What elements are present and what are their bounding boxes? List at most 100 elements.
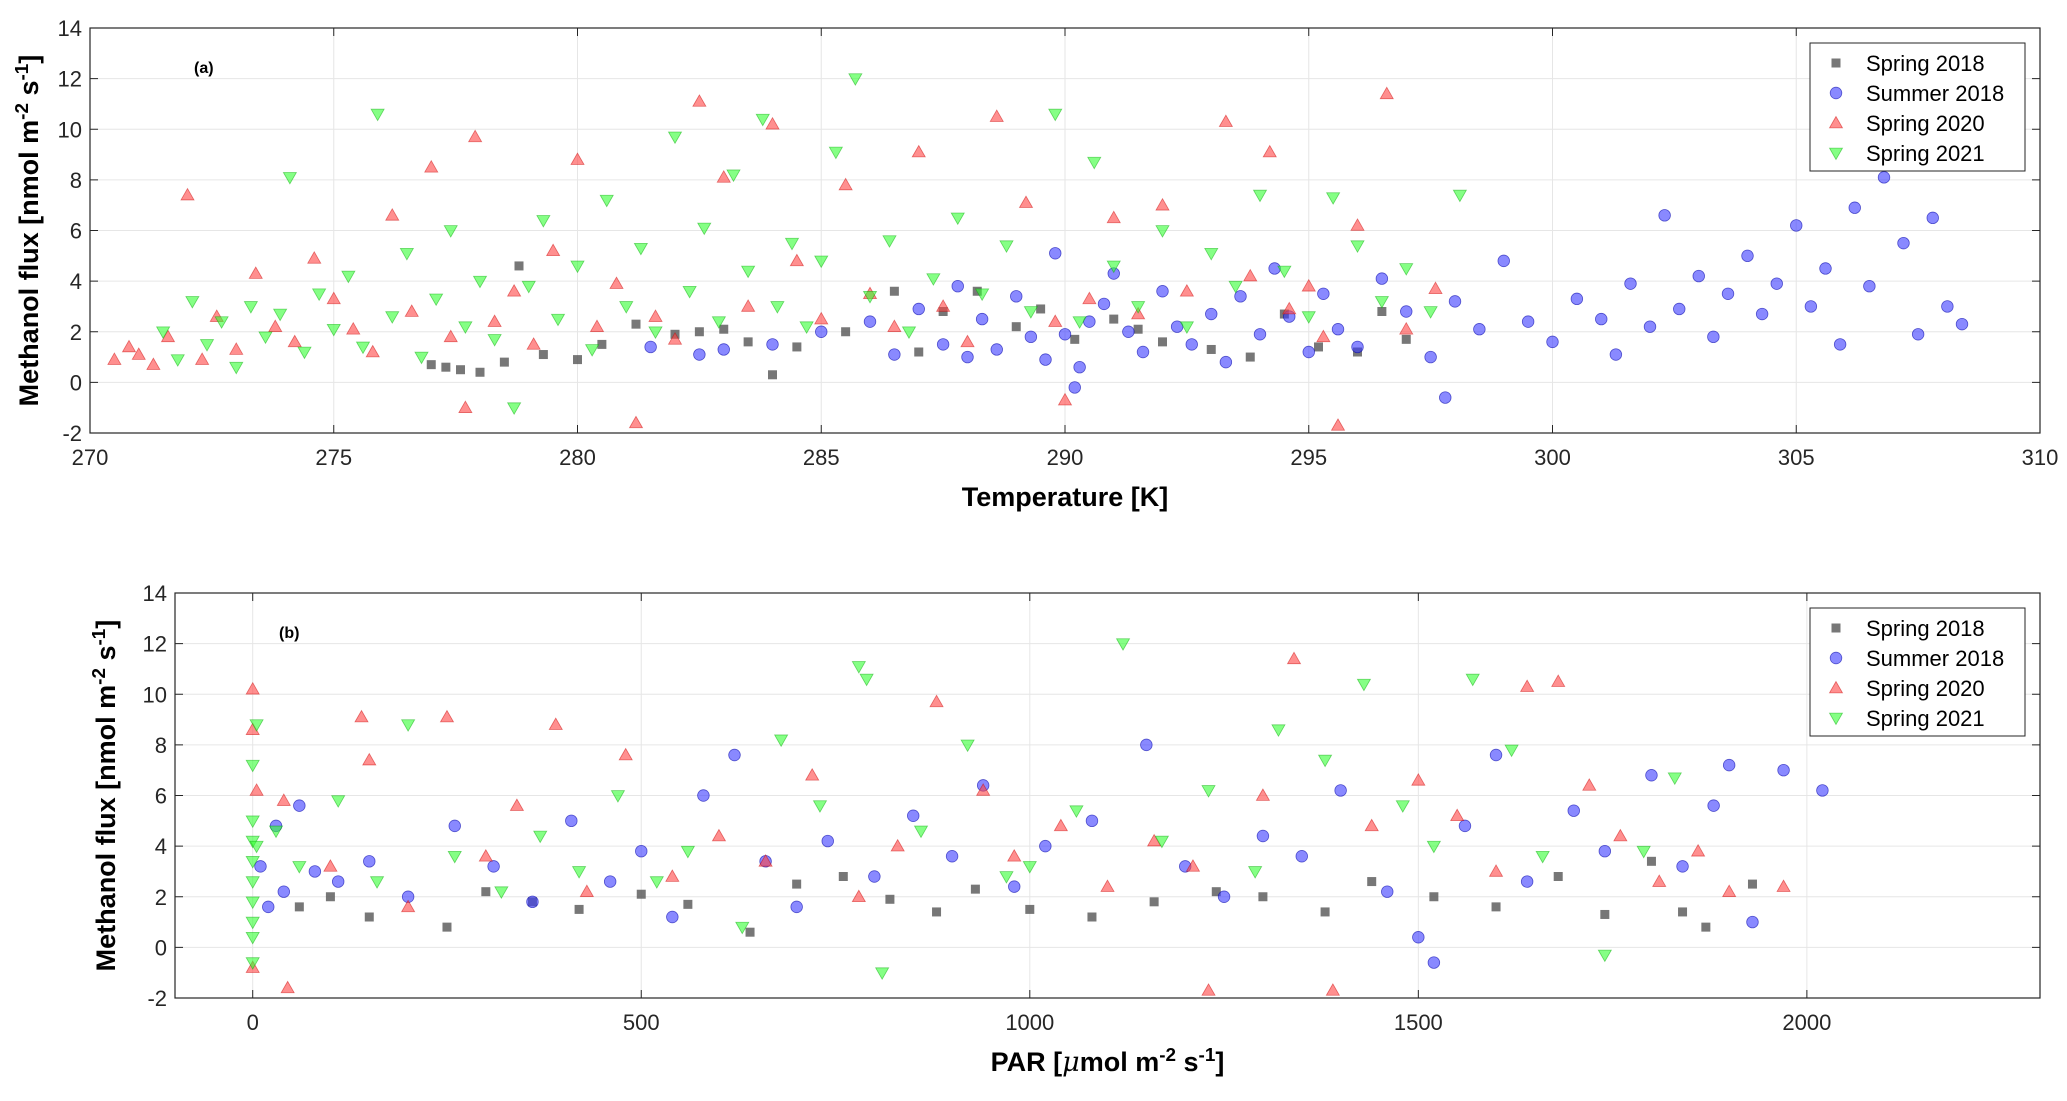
data-point bbox=[506, 402, 522, 415]
data-point bbox=[1158, 337, 1167, 347]
data-point bbox=[1721, 884, 1737, 897]
data-point bbox=[1926, 211, 1939, 225]
data-point bbox=[330, 795, 346, 808]
data-point bbox=[1897, 236, 1910, 250]
x-tick-label: 290 bbox=[1047, 445, 1084, 470]
data-point bbox=[1449, 808, 1465, 822]
data-point bbox=[765, 116, 780, 130]
data-point bbox=[1546, 335, 1559, 349]
data-point bbox=[481, 887, 491, 897]
data-point bbox=[545, 243, 561, 257]
data-point bbox=[868, 870, 881, 883]
data-point bbox=[323, 859, 338, 872]
data-point bbox=[821, 834, 834, 848]
data-point bbox=[514, 261, 524, 271]
data-point bbox=[1302, 345, 1315, 359]
data-point bbox=[294, 902, 304, 912]
series-spring-2020 bbox=[107, 86, 1443, 431]
data-point bbox=[631, 319, 641, 329]
legend-marker bbox=[1828, 712, 1844, 726]
data-point bbox=[287, 334, 302, 348]
data-point bbox=[1428, 281, 1443, 294]
data-point bbox=[1570, 292, 1584, 306]
data-point bbox=[1011, 322, 1021, 332]
y-tick-label: 14 bbox=[58, 16, 82, 41]
data-point bbox=[282, 172, 298, 185]
data-point bbox=[121, 339, 137, 353]
legend-marker bbox=[1831, 58, 1841, 68]
data-point bbox=[815, 325, 828, 338]
data-point bbox=[579, 884, 595, 897]
data-point bbox=[1350, 218, 1365, 231]
data-point bbox=[1426, 840, 1442, 854]
data-point bbox=[293, 799, 306, 812]
data-point bbox=[331, 875, 345, 888]
data-point bbox=[570, 260, 585, 274]
data-point bbox=[1179, 321, 1195, 334]
data-point bbox=[146, 357, 161, 370]
x-tick-label: 0 bbox=[247, 1010, 259, 1035]
x-tick-label: 305 bbox=[1778, 445, 1815, 470]
data-point bbox=[245, 681, 260, 695]
data-point bbox=[932, 907, 942, 917]
data-point bbox=[245, 896, 260, 910]
data-point bbox=[682, 285, 697, 299]
data-point bbox=[799, 321, 814, 334]
data-point bbox=[1133, 324, 1143, 334]
legend-entry-label: Spring 2021 bbox=[1866, 141, 1985, 166]
data-point bbox=[487, 860, 500, 873]
data-point bbox=[297, 346, 312, 360]
data-point bbox=[1115, 638, 1131, 651]
data-point bbox=[1701, 922, 1711, 932]
data-point bbox=[326, 291, 341, 305]
y-tick-label: 10 bbox=[143, 682, 167, 707]
data-point bbox=[249, 840, 264, 854]
data-point bbox=[308, 865, 322, 878]
data-point bbox=[1185, 859, 1201, 872]
data-point bbox=[245, 916, 260, 930]
data-point bbox=[768, 370, 777, 380]
data-point bbox=[874, 967, 890, 980]
data-point bbox=[1833, 338, 1847, 351]
data-point bbox=[363, 855, 376, 868]
data-point bbox=[935, 299, 951, 312]
data-point bbox=[487, 314, 502, 327]
data-point bbox=[533, 830, 548, 844]
data-point bbox=[1707, 799, 1720, 812]
data-point bbox=[249, 719, 264, 732]
data-point bbox=[280, 980, 295, 994]
data-point bbox=[635, 844, 648, 858]
data-point bbox=[683, 899, 693, 909]
data-point bbox=[841, 327, 851, 337]
data-point bbox=[487, 334, 502, 347]
data-point bbox=[1277, 265, 1292, 279]
data-point bbox=[1048, 108, 1063, 122]
x-tick-label: 295 bbox=[1290, 445, 1327, 470]
data-point bbox=[1286, 651, 1302, 665]
data-point bbox=[155, 326, 171, 340]
panel-a: 270 275 280 285 290 295 300 305 310 -2 0 2 4 6 8 10 12 14… bbox=[12, 16, 2059, 512]
data-point bbox=[131, 347, 146, 360]
data-point bbox=[538, 350, 548, 360]
data-point bbox=[341, 270, 356, 284]
data-point bbox=[1473, 323, 1486, 336]
data-point bbox=[1941, 300, 1954, 313]
data-point bbox=[467, 129, 483, 143]
data-point bbox=[1218, 114, 1234, 127]
data-point bbox=[1136, 345, 1150, 359]
data-point bbox=[1268, 262, 1281, 275]
data-point bbox=[649, 876, 664, 889]
data-point bbox=[719, 324, 729, 334]
data-point bbox=[970, 884, 980, 894]
data-point bbox=[1721, 287, 1735, 300]
data-point bbox=[385, 311, 400, 324]
data-point bbox=[385, 208, 400, 221]
data-point bbox=[1777, 763, 1790, 777]
data-point bbox=[1690, 843, 1706, 857]
data-point bbox=[400, 719, 416, 732]
y-tick-label: 8 bbox=[155, 733, 167, 758]
data-point bbox=[365, 344, 380, 358]
panel-label: (b) bbox=[279, 625, 299, 642]
data-point bbox=[1314, 342, 1323, 352]
data-point bbox=[1707, 330, 1720, 344]
